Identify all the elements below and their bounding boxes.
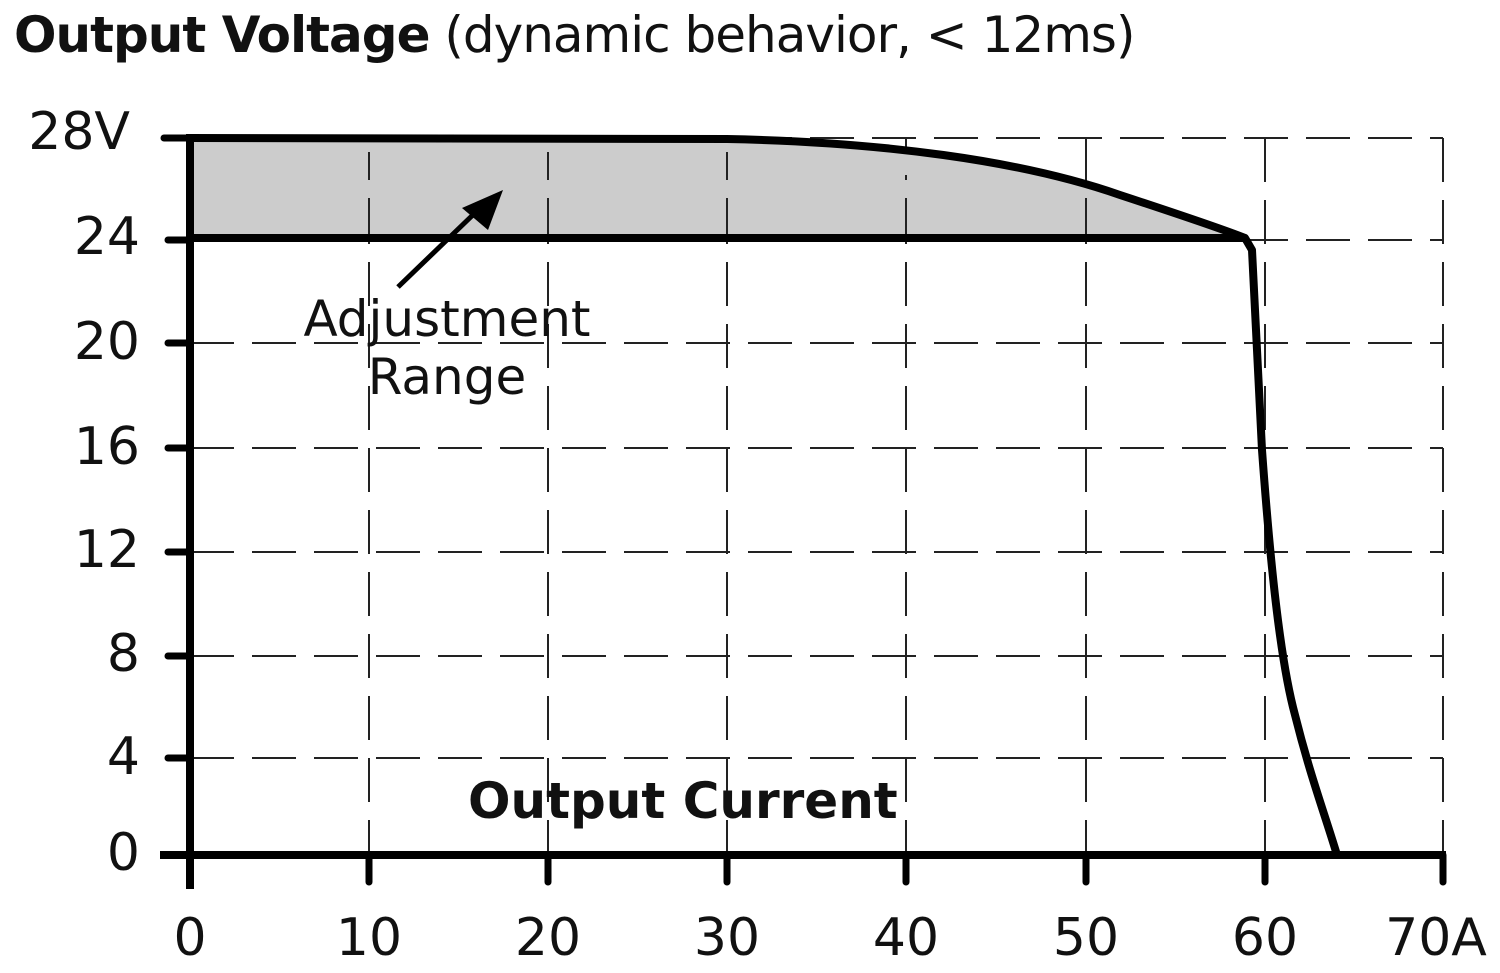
y-tick-label: 8 — [106, 624, 140, 684]
x-tick-label: 40 — [872, 908, 940, 968]
upper-limit-curve — [189, 134, 1247, 242]
y-tick-label: 16 — [73, 417, 140, 477]
y-tick-label: 20 — [73, 312, 140, 372]
annotation-arrow — [396, 190, 503, 289]
annotation-line-2: Range — [367, 348, 527, 406]
x-tick-label: 10 — [335, 908, 403, 968]
y-tick-label: 12 — [73, 520, 140, 580]
x-axis-title: Output Current — [468, 772, 898, 830]
x-tick-label: 30 — [693, 908, 761, 968]
annotation-line-1: Adjustment — [303, 290, 591, 348]
x-ticks — [365, 851, 1447, 886]
nominal-voltage-curve — [190, 234, 1341, 857]
y-tick-label: 28V — [28, 102, 130, 162]
x-tick-label: 50 — [1052, 908, 1120, 968]
y-tick-label: 0 — [106, 823, 140, 883]
y-tick-label: 4 — [106, 727, 140, 787]
x-tick-label: 0 — [173, 908, 207, 968]
y-tick-label: 24 — [73, 207, 140, 267]
chart-title: Output Voltage (dynamic behavior, < 12ms… — [14, 6, 1135, 64]
x-tick-label: 60 — [1231, 908, 1299, 968]
chart-subtitle: (dynamic behavior, < 12ms) — [429, 6, 1135, 64]
x-tick-label: 20 — [514, 908, 582, 968]
grid-vertical — [368, 138, 1444, 855]
y-ticks — [160, 134, 194, 762]
adjustment-range-label: Adjustment Range — [282, 290, 612, 406]
chart-title-main: Output Voltage — [14, 6, 430, 64]
grid-vertical-shaded — [368, 152, 1087, 236]
x-tick-label: 70A — [1385, 908, 1487, 968]
